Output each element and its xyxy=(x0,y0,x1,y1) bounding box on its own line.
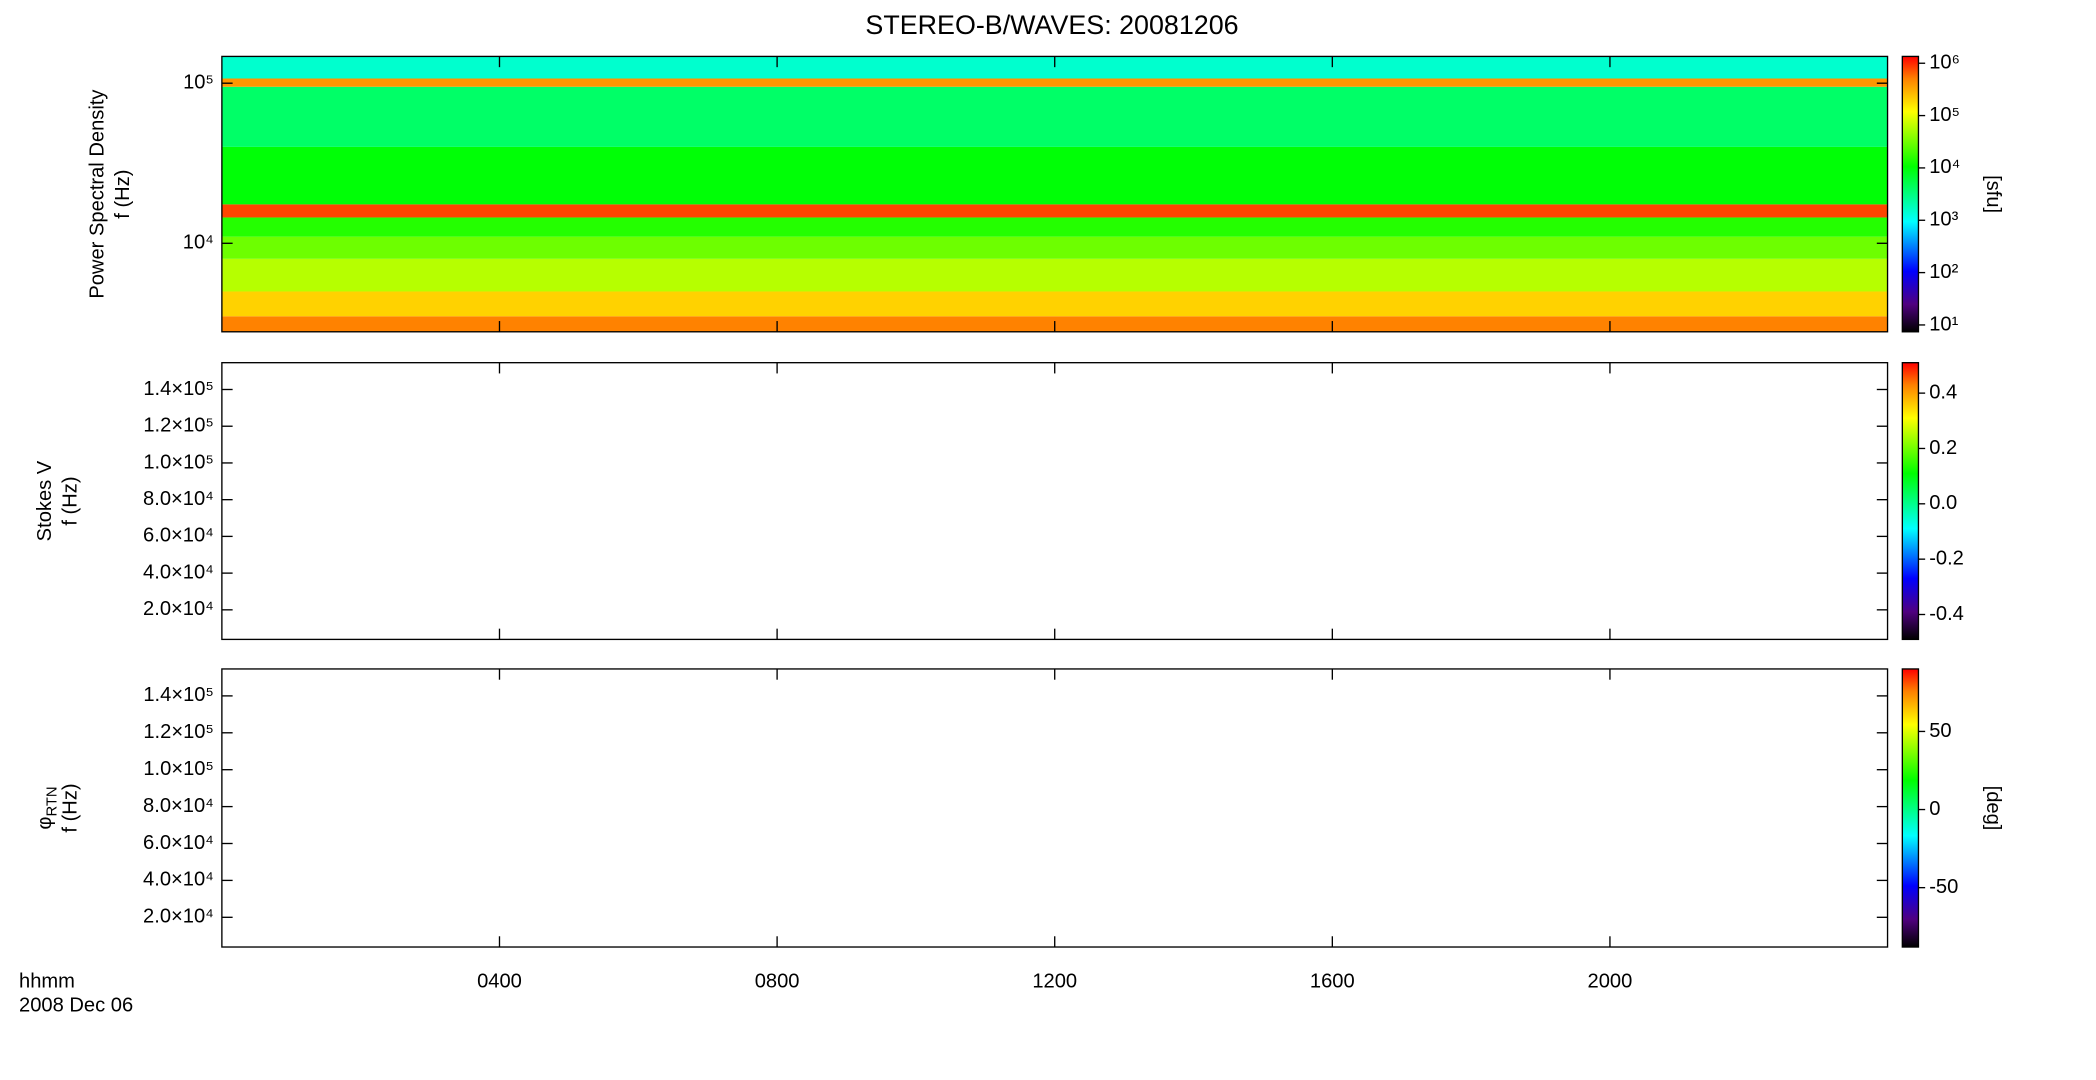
colorbar-tick-label: -50 xyxy=(1929,876,1958,898)
x-tick-label: 1200 xyxy=(1032,970,1077,992)
x-tick-label: 0800 xyxy=(755,970,800,992)
y-tick-label: 6.0×10⁴ xyxy=(143,832,214,854)
y-axis-label: f (Hz) xyxy=(112,170,134,219)
y-tick-label: 10⁴ xyxy=(183,232,214,254)
x-tick-label: 0400 xyxy=(477,970,522,992)
spectrogram-cell xyxy=(221,56,1888,79)
colorbar-tick-label: 10¹ xyxy=(1929,313,1958,335)
colorbar-tick-label: -0.4 xyxy=(1929,603,1964,625)
y-tick-label: 1.0×10⁵ xyxy=(143,758,213,780)
colorbar-label: [sfu] xyxy=(1982,175,2004,213)
colorbar-label: [deg] xyxy=(1982,786,2004,831)
y-axis-label: φRTN xyxy=(34,786,60,829)
colorbar-tick-label: 0.2 xyxy=(1929,437,1957,459)
y-axis-label-text: Power Spectral Density xyxy=(87,89,109,299)
spectrogram-cell xyxy=(221,204,1888,218)
y-axis-label-sub: RTN xyxy=(45,786,61,816)
y-tick-label: 1.0×10⁵ xyxy=(143,451,213,473)
y-axis-label: f (Hz) xyxy=(60,783,82,832)
x-axis-label: hhmm xyxy=(19,970,75,992)
y-tick-label: 1.4×10⁵ xyxy=(143,684,213,706)
y-tick-label: 8.0×10⁴ xyxy=(143,795,214,817)
spectrogram-cell xyxy=(221,236,1888,259)
spectrogram-cell xyxy=(221,78,1888,87)
y-axis-label-text: φ xyxy=(34,817,56,830)
y-tick-label: 4.0×10⁴ xyxy=(143,869,214,891)
spectrogram-cell xyxy=(221,217,1888,237)
x-axis-label: 2008 Dec 06 xyxy=(19,994,133,1016)
spectrogram-cell xyxy=(221,291,1888,317)
colorbar xyxy=(1901,668,1920,948)
colorbar-tick-label: 10⁶ xyxy=(1929,52,1960,74)
plot-frame xyxy=(221,362,1889,641)
y-tick-label: 1.2×10⁵ xyxy=(143,721,213,743)
y-axis-label: f (Hz) xyxy=(60,476,82,525)
colorbar-tick-label: 10² xyxy=(1929,261,1958,283)
x-tick-label: 2000 xyxy=(1588,970,1633,992)
y-tick-label: 2.0×10⁴ xyxy=(143,906,214,928)
colorbar-tick-label: 0.0 xyxy=(1929,492,1957,514)
y-tick-label: 6.0×10⁴ xyxy=(143,525,214,547)
colorbar-tick-label: 10⁵ xyxy=(1929,104,1960,126)
chart-title: STEREO-B/WAVES: 20081206 xyxy=(865,10,1238,40)
colorbar-tick-label: 0.4 xyxy=(1929,381,1957,403)
colorbar-tick-label: 50 xyxy=(1929,720,1951,742)
spectrogram-cell xyxy=(221,86,1888,147)
y-tick-label: 10⁵ xyxy=(183,72,214,94)
y-tick-label: 1.2×10⁵ xyxy=(143,415,213,437)
y-axis-label: Power Spectral Density xyxy=(87,89,109,299)
colorbar xyxy=(1901,362,1920,641)
colorbar-tick-label: 10⁴ xyxy=(1929,156,1960,178)
plot-frame xyxy=(221,668,1889,948)
spectrogram-cell xyxy=(221,146,1888,205)
y-tick-label: 1.4×10⁵ xyxy=(143,378,213,400)
colorbar-tick-label: 10³ xyxy=(1929,209,1958,231)
colorbar-tick-label: -0.2 xyxy=(1929,547,1964,569)
y-axis-label: Stokes V xyxy=(34,460,56,541)
y-tick-label: 8.0×10⁴ xyxy=(143,488,214,510)
y-axis-label-text: Stokes V xyxy=(34,460,56,541)
spectrogram-cell xyxy=(221,258,1888,292)
colorbar xyxy=(1901,55,1920,333)
colorbar-tick-label: 0 xyxy=(1929,798,1940,820)
x-tick-label: 1600 xyxy=(1310,970,1355,992)
y-tick-label: 4.0×10⁴ xyxy=(143,561,214,583)
y-tick-label: 2.0×10⁴ xyxy=(143,598,214,620)
